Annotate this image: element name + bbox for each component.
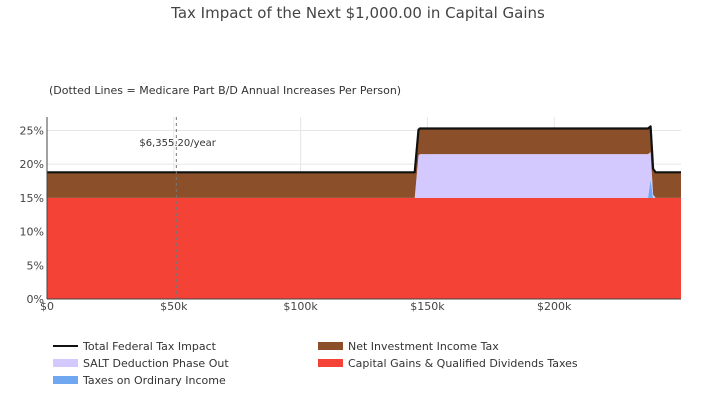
y-tick-label: 10% [20,226,44,239]
legend-item: Net Investment Income Tax [318,340,499,353]
y-tick-label: 5% [27,259,44,272]
legend-label: Capital Gains & Qualified Dividends Taxe… [348,357,578,370]
plot-area: $6,355.20/year [46,117,681,300]
legend: Total Federal Tax Impact Net Investment I… [53,340,578,387]
legend-swatch [53,376,78,384]
y-tick-label: 15% [20,192,44,205]
area-net-investment-income-tax [47,126,681,198]
legend-item: Taxes on Ordinary Income [53,374,226,387]
y-tick-label: 0% [27,293,44,306]
x-tick-label: $100k [283,300,318,313]
x-tick-label: $150k [410,300,445,313]
legend-label: Taxes on Ordinary Income [82,374,226,387]
chart-subtitle: (Dotted Lines = Medicare Part B/D Annual… [49,84,401,97]
medicare-annotation: $6,355.20/year [139,138,216,149]
area-salt-deduction-phase-out [47,152,681,198]
chart-title: Tax Impact of the Next $1,000.00 in Capi… [170,4,545,22]
y-tick-label: 20% [20,158,44,171]
legend-swatch [53,359,78,367]
legend-swatch [318,342,343,350]
legend-item: Capital Gains & Qualified Dividends Taxe… [318,357,578,370]
legend-swatch [318,359,343,367]
x-tick-label: $0 [40,300,54,313]
legend-label: SALT Deduction Phase Out [83,357,229,370]
legend-label: Total Federal Tax Impact [82,340,217,353]
total-federal-tax-impact-line [47,125,681,174]
legend-label: Net Investment Income Tax [348,340,499,353]
x-tick-label: $200k [537,300,572,313]
legend-item: Total Federal Tax Impact [53,340,217,353]
legend-item: SALT Deduction Phase Out [53,357,229,370]
y-tick-label: 25% [20,124,44,137]
axes: $0 $50k $100k $150k $200k 0% 5% 10% 15% 20% 25% [20,117,681,313]
area-capital-gains-qualified-dividends-taxes [47,197,681,299]
x-tick-label: $50k [160,300,188,313]
